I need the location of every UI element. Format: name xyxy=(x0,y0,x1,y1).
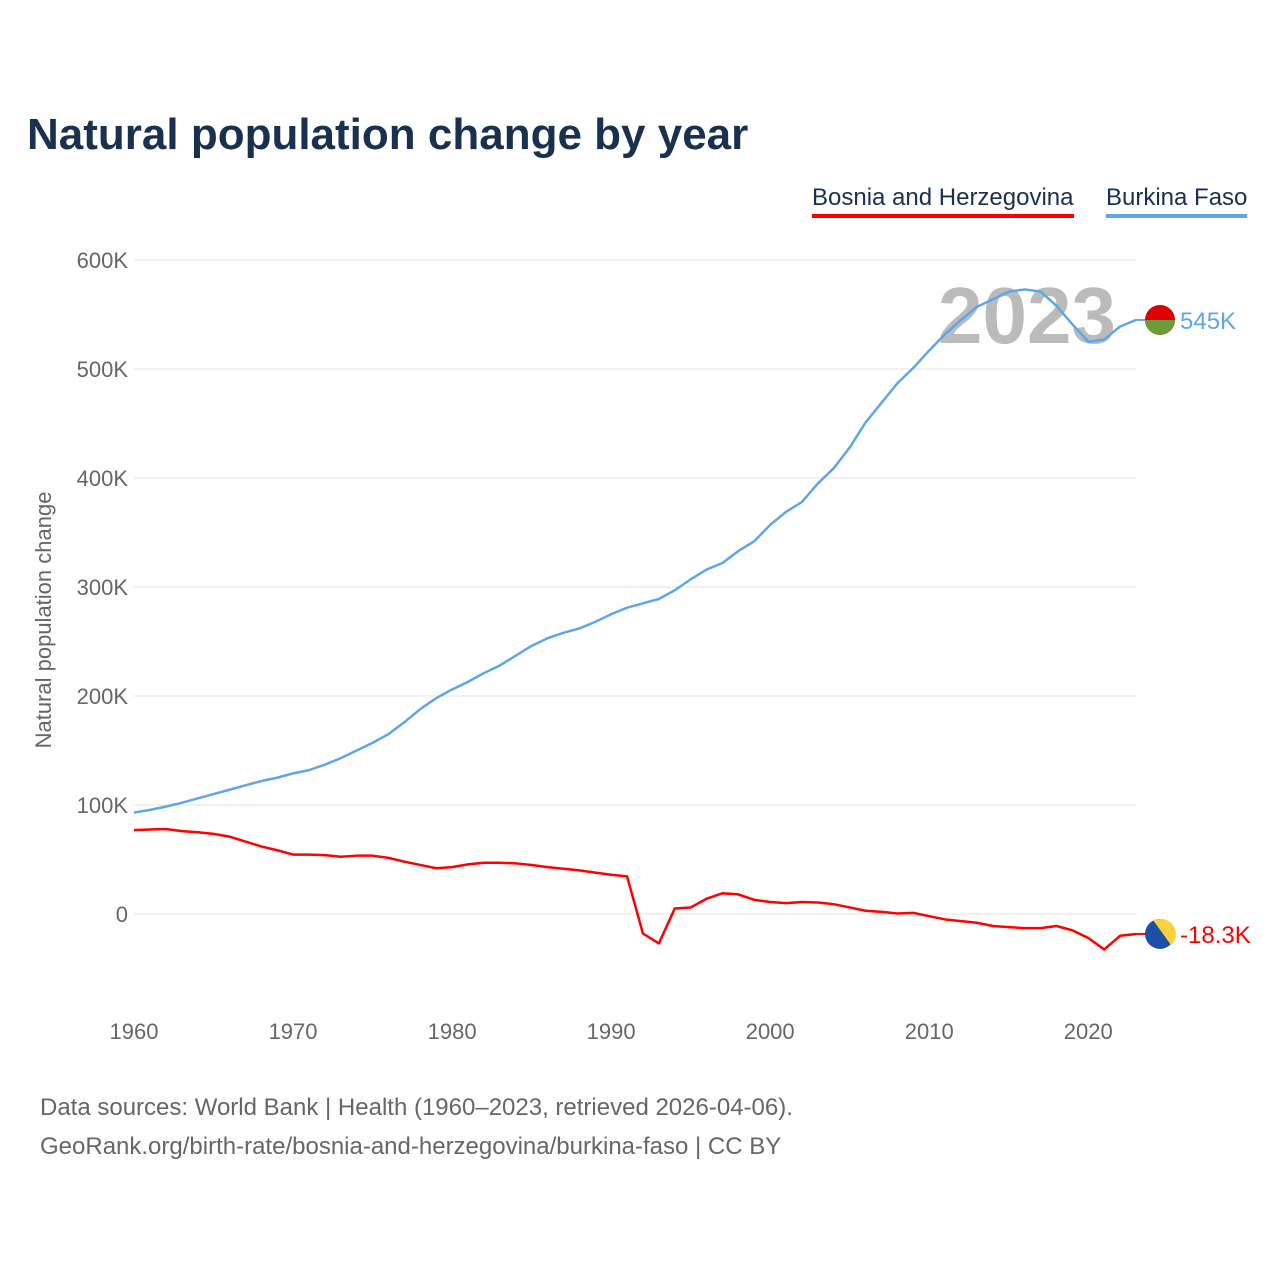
legend-burkina-faso[interactable]: Burkina Faso xyxy=(1106,184,1248,218)
chart-title: Natural population change by year xyxy=(27,110,749,159)
series-line-1 xyxy=(133,288,1137,814)
y-tick-label: 200K xyxy=(77,684,129,709)
end-value-label: 545K xyxy=(1180,308,1236,335)
y-tick-label: 400K xyxy=(77,466,129,491)
x-tick-label: 2010 xyxy=(905,1019,954,1044)
x-tick-label: 1990 xyxy=(587,1019,636,1044)
series-line-0 xyxy=(133,827,1137,951)
x-tick-label: 1960 xyxy=(110,1019,159,1044)
y-tick-label: 500K xyxy=(77,357,129,382)
y-tick-label: 600K xyxy=(77,248,129,273)
end-value-label: -18.3K xyxy=(1180,922,1251,949)
x-tick-label: 2020 xyxy=(1064,1019,1113,1044)
y-tick-label: 300K xyxy=(77,575,129,600)
flag-triangle xyxy=(1153,918,1176,945)
x-tick-label: 1970 xyxy=(269,1019,318,1044)
y-axis-label: Natural population change xyxy=(31,492,56,749)
y-tick-label: 0 xyxy=(116,902,128,927)
legend-bosnia[interactable]: Bosnia and Herzegovina xyxy=(812,184,1074,218)
source-note: Data sources: World Bank | Health (1960–… xyxy=(40,1088,793,1166)
y-tick-label: 100K xyxy=(77,793,129,818)
flag-lower-half xyxy=(1145,319,1175,335)
x-tick-label: 1980 xyxy=(428,1019,477,1044)
x-tick-label: 2000 xyxy=(746,1019,795,1044)
source-line-1: Data sources: World Bank | Health (1960–… xyxy=(40,1094,793,1121)
source-line-2: GeoRank.org/birth-rate/bosnia-and-herzeg… xyxy=(40,1133,782,1160)
